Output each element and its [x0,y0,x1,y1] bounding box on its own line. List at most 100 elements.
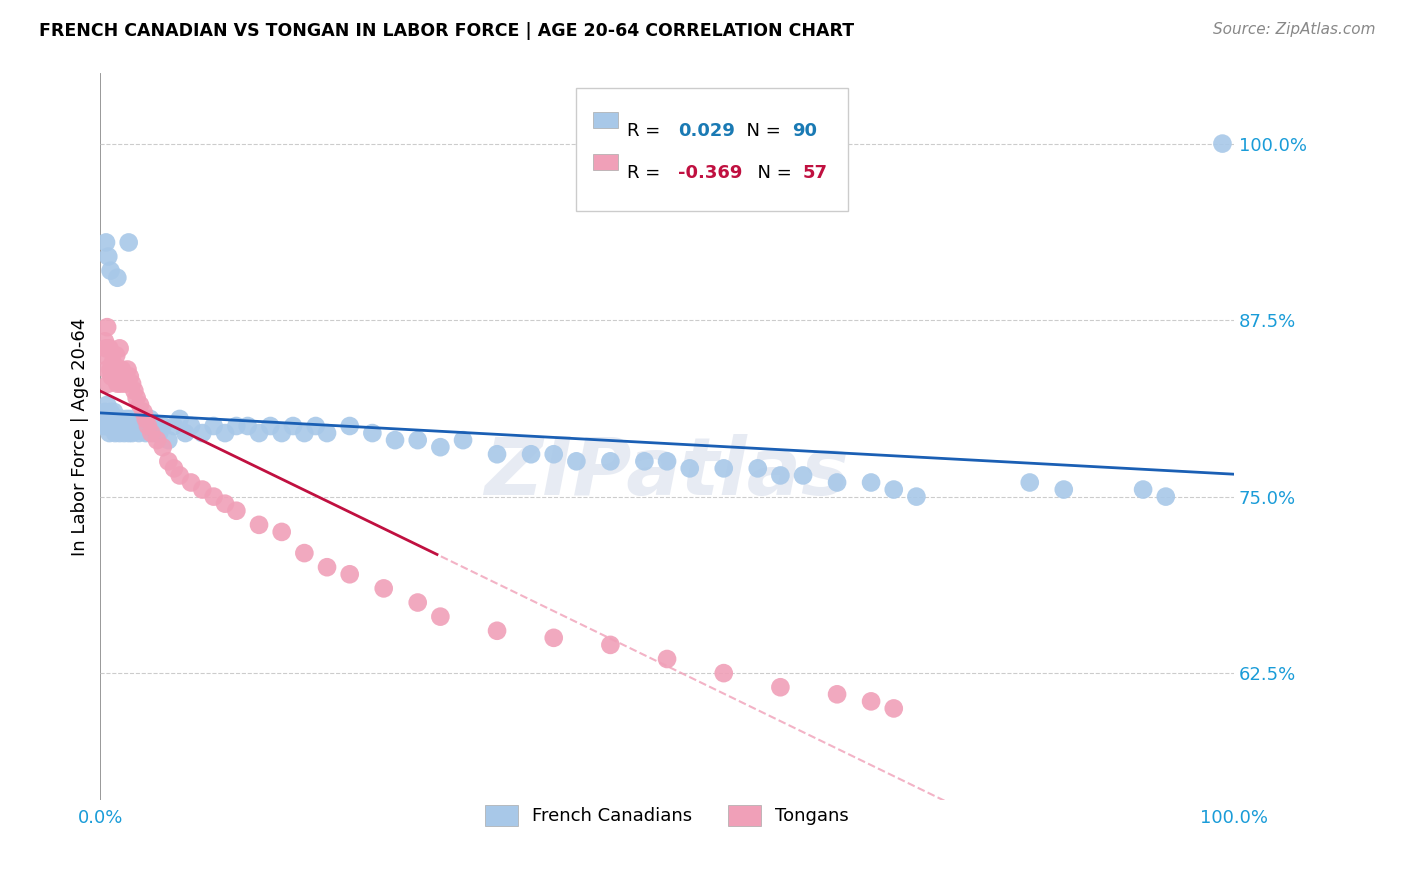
Point [94,405,117,419]
Point [191,426,214,441]
Point [128,426,150,441]
Point [429,440,451,454]
Point [98,342,121,356]
Point [108,342,131,356]
Point [111,419,134,434]
Point [747,461,769,475]
Point [121,426,143,441]
Point [384,433,406,447]
Text: ZIPatlas: ZIPatlas [485,434,849,512]
Point [270,426,292,441]
Point [100,412,122,426]
Point [655,454,678,468]
Point [152,419,174,434]
Bar [593,112,619,128]
Point [883,483,905,497]
Point [118,412,141,426]
Point [486,624,509,638]
Point [214,497,236,511]
Point [236,419,259,434]
Point [825,687,848,701]
Point [100,369,122,384]
Point [406,595,429,609]
Point [103,362,125,376]
FancyBboxPatch shape [576,87,848,211]
Point [97,250,120,264]
Point [141,419,163,434]
Point [225,504,247,518]
Point [93,348,115,362]
Point [118,426,141,441]
Point [316,426,339,441]
Point [107,419,129,434]
Point [114,419,136,434]
Point [105,270,128,285]
Point [97,419,120,434]
Text: -0.369: -0.369 [679,164,742,182]
Point [100,405,122,419]
Point [281,419,304,434]
Point [124,384,146,398]
Point [214,426,236,441]
Point [152,440,174,454]
Point [316,560,339,574]
Point [94,235,117,250]
Point [105,348,128,362]
Point [100,362,122,376]
Point [825,475,848,490]
Point [191,483,214,497]
Point [103,405,125,419]
Text: 90: 90 [792,122,817,140]
Point [132,419,155,434]
Bar [593,153,619,169]
Point [565,454,588,468]
Point [633,454,655,468]
Text: 0.029: 0.029 [679,122,735,140]
Point [96,362,118,376]
Point [860,694,883,708]
Point [129,419,152,434]
Point [292,546,315,560]
Point [1154,490,1177,504]
Point [94,342,117,356]
Point [115,412,138,426]
Text: N =: N = [735,122,786,140]
Point [110,376,132,391]
Point [117,419,139,434]
Point [135,412,157,426]
Point [118,369,141,384]
Point [157,454,180,468]
Point [139,412,162,426]
Point [93,419,115,434]
Point [451,433,474,447]
Point [108,426,131,441]
Point [112,426,135,441]
Point [104,426,127,441]
Point [94,419,117,434]
Point [107,362,129,376]
Point [148,426,170,441]
Point [120,419,142,434]
Point [713,461,735,475]
Text: 57: 57 [803,164,828,182]
Point [202,419,225,434]
Point [146,419,169,434]
Point [118,235,141,250]
Point [339,419,361,434]
Point [169,468,191,483]
Point [429,609,451,624]
Point [121,376,143,391]
Point [143,426,166,441]
Point [129,398,152,412]
Point [180,419,202,434]
Point [146,433,169,447]
Point [163,461,186,475]
Point [1053,483,1076,497]
Text: R =: R = [627,164,666,182]
Point [117,362,139,376]
Point [157,433,180,447]
Point [100,263,122,277]
Point [225,419,247,434]
Point [125,391,148,405]
Point [292,426,315,441]
